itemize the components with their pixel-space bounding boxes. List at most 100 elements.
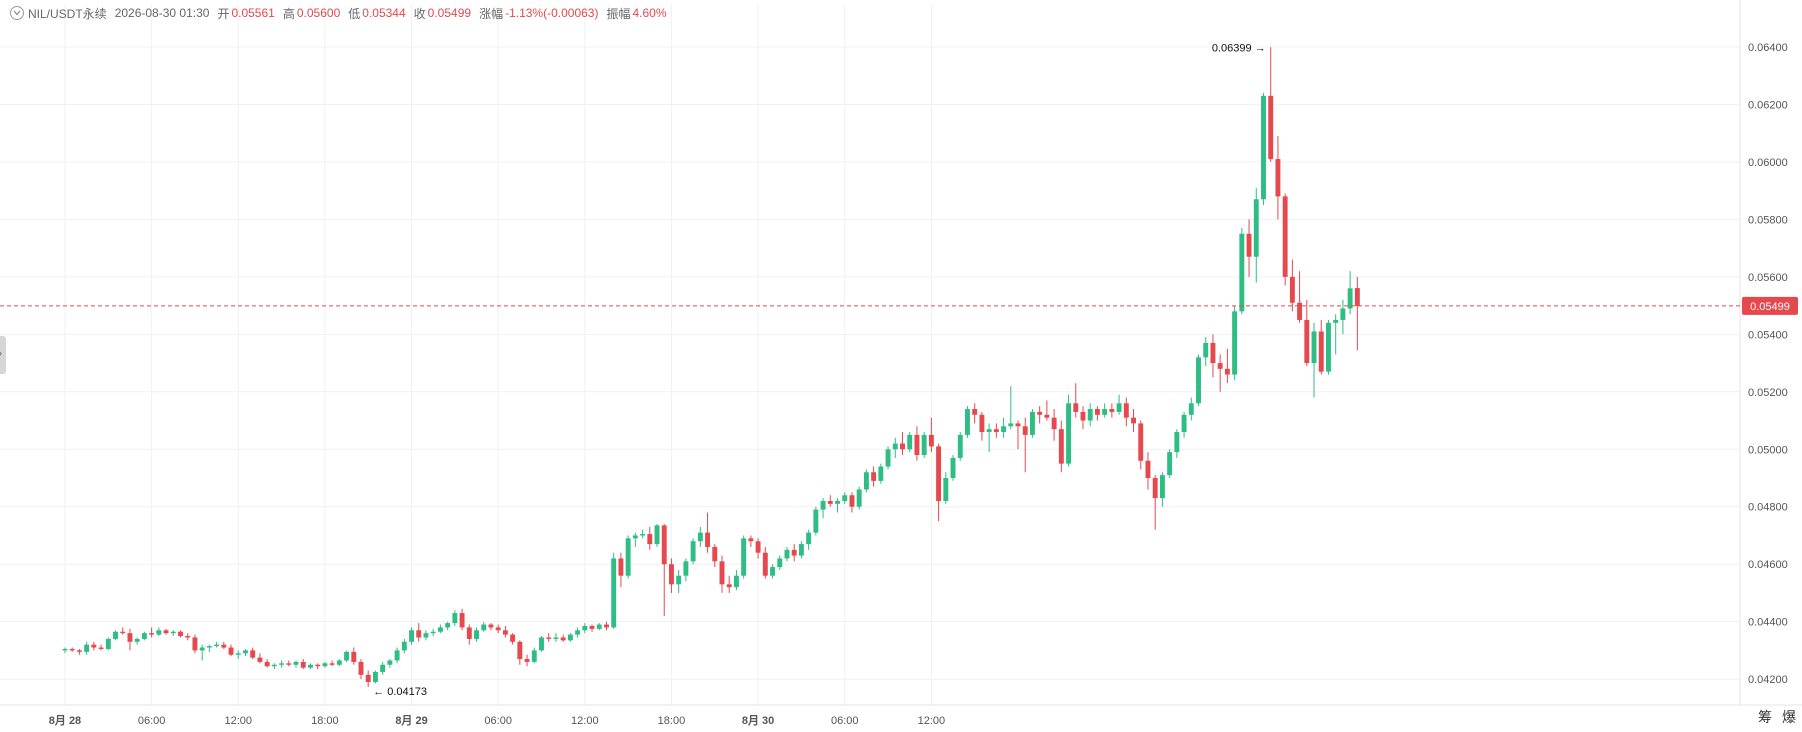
candle-body bbox=[957, 434, 963, 458]
candle-body bbox=[661, 525, 667, 565]
candle-body bbox=[300, 661, 306, 668]
candle-body bbox=[524, 659, 530, 662]
y-tick-label: 0.06200 bbox=[1748, 99, 1788, 111]
candle-body bbox=[1102, 409, 1108, 415]
liquidation-button[interactable]: 爆 bbox=[1782, 709, 1796, 725]
candle-body bbox=[1203, 342, 1209, 358]
datetime-label: 2026-08-30 01:30 bbox=[114, 6, 210, 20]
candle-body bbox=[950, 457, 956, 478]
candle-body bbox=[914, 434, 920, 456]
y-tick-label: 0.05000 bbox=[1748, 444, 1788, 456]
collapse-chevron-icon[interactable] bbox=[10, 6, 24, 20]
candle-body bbox=[1066, 403, 1072, 464]
candle-body bbox=[264, 661, 270, 667]
candle-body bbox=[98, 647, 104, 649]
candle-body bbox=[907, 434, 913, 450]
y-tick-label: 0.04800 bbox=[1748, 502, 1788, 514]
candle-body bbox=[474, 630, 479, 639]
candle-body bbox=[697, 532, 703, 542]
candle-body bbox=[1246, 233, 1252, 257]
candle-body bbox=[1015, 423, 1021, 427]
candle-body bbox=[401, 641, 407, 651]
candle-body bbox=[690, 541, 696, 562]
low-value: 0.05344 bbox=[362, 6, 406, 20]
candle-body bbox=[430, 631, 436, 634]
candle-body bbox=[1073, 403, 1079, 412]
candle-body bbox=[1318, 331, 1324, 372]
candle-body bbox=[358, 661, 364, 675]
candle-body bbox=[1289, 276, 1295, 303]
candle-body bbox=[1210, 342, 1216, 364]
amplitude-value: 4.60% bbox=[632, 6, 667, 20]
candle-body bbox=[1354, 288, 1360, 306]
candle-body bbox=[604, 624, 609, 628]
candle-body bbox=[546, 637, 552, 639]
candle-body bbox=[1232, 311, 1238, 375]
side-panel-handle[interactable]: › bbox=[0, 336, 6, 374]
candle-body bbox=[1217, 363, 1223, 369]
x-tick-label: 18:00 bbox=[311, 715, 339, 727]
amplitude-label: 振幅 bbox=[606, 6, 631, 21]
candle-body bbox=[1029, 411, 1035, 435]
candle-body bbox=[221, 644, 227, 648]
candle-body bbox=[1131, 417, 1136, 424]
candle-body bbox=[344, 651, 350, 661]
y-tick-label: 0.06400 bbox=[1748, 42, 1788, 54]
candle-body bbox=[380, 664, 386, 672]
candle-body bbox=[1253, 199, 1259, 257]
candle-body bbox=[149, 633, 155, 635]
candle-body bbox=[943, 478, 949, 501]
high-label: 高 bbox=[282, 6, 295, 21]
candle-body bbox=[770, 567, 775, 576]
x-tick-label: 18:00 bbox=[658, 715, 686, 727]
candle-body bbox=[423, 633, 429, 638]
candle-body bbox=[835, 500, 840, 504]
candle-body bbox=[1152, 478, 1158, 499]
candle-body bbox=[105, 638, 111, 649]
candle-body bbox=[632, 535, 638, 539]
candle-body bbox=[409, 630, 414, 642]
candle-body bbox=[1347, 288, 1353, 309]
candle-body bbox=[755, 541, 761, 553]
candle-body bbox=[777, 558, 783, 568]
candle-body bbox=[1116, 403, 1122, 412]
y-tick-label: 0.05400 bbox=[1748, 329, 1788, 341]
candle-body bbox=[1044, 414, 1050, 418]
x-tick-label: 12:00 bbox=[224, 715, 252, 727]
candle-body bbox=[69, 648, 75, 651]
candle-body bbox=[733, 575, 739, 588]
candle-body bbox=[856, 489, 862, 507]
candle-body bbox=[986, 429, 992, 433]
candle-body bbox=[76, 650, 82, 652]
candle-body bbox=[813, 509, 819, 533]
candle-body bbox=[712, 546, 718, 562]
candle-body bbox=[1167, 452, 1173, 476]
candle-body bbox=[1326, 322, 1331, 372]
candle-body bbox=[394, 650, 400, 661]
candle-body bbox=[163, 630, 169, 634]
candle-body bbox=[134, 638, 140, 642]
candle-body bbox=[972, 409, 978, 415]
candle-body bbox=[618, 558, 624, 576]
candle-body bbox=[791, 549, 797, 556]
candle-body bbox=[351, 651, 357, 662]
candle-body bbox=[892, 443, 898, 450]
candle-body bbox=[827, 500, 833, 504]
candle-body bbox=[553, 637, 559, 639]
chip-distribution-button[interactable]: 筹 bbox=[1758, 709, 1772, 725]
candle-body bbox=[322, 663, 328, 667]
low-label: 低 bbox=[348, 6, 361, 21]
candle-body bbox=[372, 671, 378, 683]
y-tick-label: 0.05800 bbox=[1748, 214, 1788, 226]
candle-body bbox=[1022, 426, 1028, 435]
candle-body bbox=[726, 584, 732, 588]
candle-body bbox=[1239, 233, 1245, 312]
candle-body bbox=[1340, 308, 1346, 320]
candle-body bbox=[863, 472, 869, 490]
candle-body bbox=[806, 532, 812, 545]
candle-body bbox=[437, 627, 443, 632]
x-tick-label: 06:00 bbox=[138, 715, 166, 727]
candle-body bbox=[243, 650, 248, 654]
symbol-label[interactable]: NIL/USDT永续 bbox=[28, 6, 107, 21]
